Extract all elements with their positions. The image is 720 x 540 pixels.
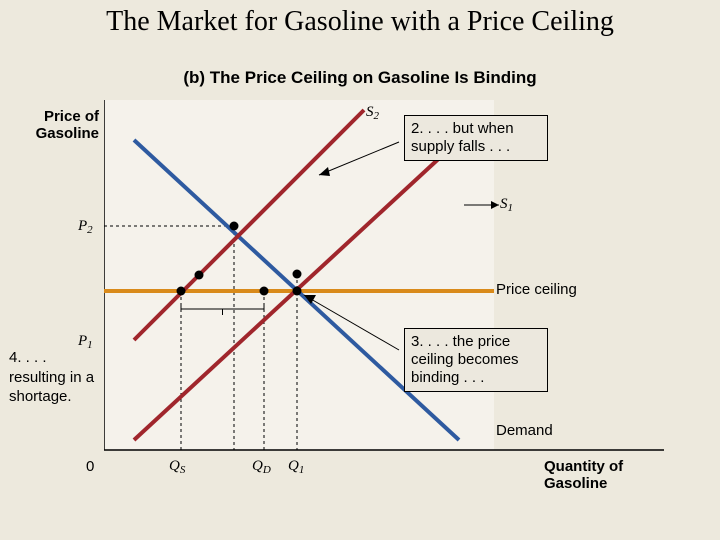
chart-area: Price of Gasoline Quantity of Gasoline 0… <box>104 100 664 495</box>
q1-label: Q1 <box>288 458 304 475</box>
x-axis-label: Quantity of Gasoline <box>544 458 664 492</box>
origin-label: 0 <box>86 458 94 475</box>
subtitle: (b) The Price Ceiling on Gasoline Is Bin… <box>0 68 720 88</box>
y-axis-label: Price of Gasoline <box>9 108 99 142</box>
qd-label: QD <box>252 458 271 475</box>
demand-label: Demand <box>496 422 553 439</box>
annotation-3: 3. . . . the price ceiling becomes bindi… <box>404 328 548 392</box>
page-title: The Market for Gasoline with a Price Cei… <box>0 6 720 38</box>
qs-label: QS <box>169 458 185 475</box>
p2-label: P2 <box>78 218 93 235</box>
s1-label: S1 <box>500 196 513 213</box>
annotation-4: 4. . . . resulting in a shortage. <box>9 348 99 407</box>
s2-label: S2 <box>366 104 379 121</box>
price-ceiling-label: Price ceiling <box>496 281 577 298</box>
annotation-2: 2. . . . but when supply falls . . . <box>404 115 548 161</box>
chart-svg <box>104 100 664 495</box>
